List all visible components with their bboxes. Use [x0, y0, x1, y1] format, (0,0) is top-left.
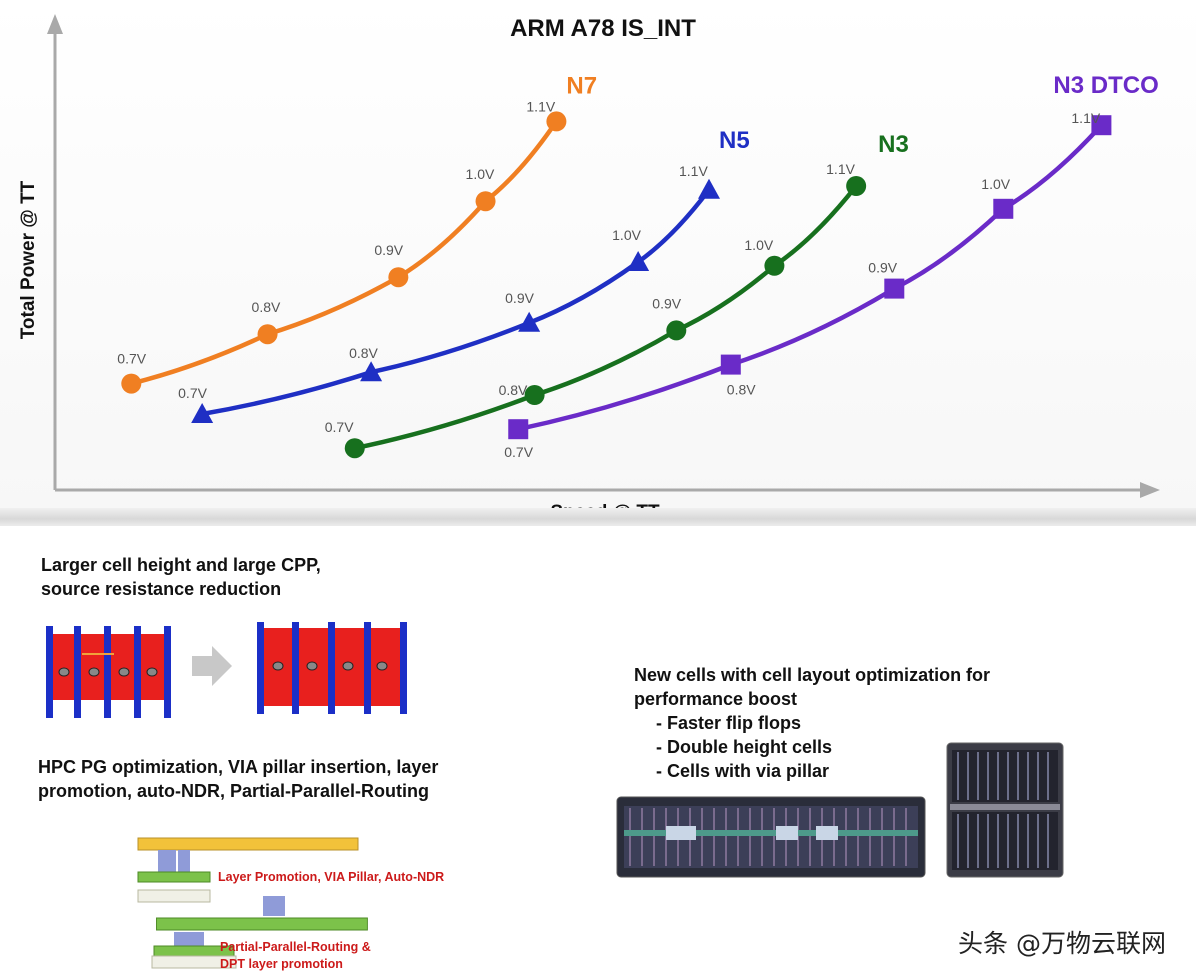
new-cells-title-line-1: New cells with cell layout optimization …: [634, 665, 991, 685]
power-speed-chart: ARM A78 IS_INT Speed @ TT Total Power @ …: [0, 0, 1196, 510]
point-label-1-4: 1.1V: [679, 163, 708, 179]
y-axis-label: Total Power @ TT: [18, 180, 39, 339]
data-point-0-2: [388, 267, 409, 288]
point-label-1-2: 0.9V: [505, 290, 534, 306]
point-label-2-1: 0.8V: [499, 382, 528, 398]
watermark: 头条 @万物云联网: [958, 929, 1166, 958]
data-point-2-4: [846, 176, 867, 196]
x-axis-label: Speed @ TT: [550, 502, 660, 510]
data-point-0-0: [121, 373, 142, 394]
flip-flop-layout-image: [616, 796, 926, 878]
point-label-2-4: 1.1V: [826, 161, 855, 177]
cell-height-diagram: [46, 622, 407, 718]
point-label-0-1: 0.8V: [252, 299, 281, 315]
data-point-3-3: [993, 198, 1014, 219]
cell-height-note: Larger cell height and large CPP, source…: [41, 553, 321, 601]
data-point-0-4: [546, 111, 567, 132]
data-point-0-1: [257, 324, 278, 345]
point-label-2-0: 0.7V: [325, 419, 354, 435]
data-point-2-1: [524, 385, 545, 405]
point-label-1-3: 1.0V: [612, 227, 641, 243]
point-label-0-4: 1.1V: [526, 98, 555, 114]
series-line-2: [354, 184, 858, 451]
point-label-1-0: 0.7V: [178, 385, 207, 401]
data-point-3-2: [884, 278, 905, 299]
y-axis-arrow: [47, 14, 63, 34]
new-cells-item-via-pillar: - Cells with via pillar: [656, 761, 830, 781]
pg-label-partial-routing: Partial-Parallel-Routing &: [220, 940, 371, 954]
data-point-2-3: [764, 255, 785, 276]
series-name-1: N5: [719, 127, 750, 154]
point-label-3-4: 1.1V: [1071, 110, 1100, 126]
data-point-1-0: [191, 403, 214, 423]
data-point-0-3: [475, 191, 496, 212]
point-label-0-2: 0.9V: [374, 242, 403, 258]
data-point-1-2: [518, 311, 541, 332]
series-name-3: N3 DTCO: [1053, 72, 1158, 99]
data-point-2-0: [344, 438, 365, 459]
pg-label-layer-promotion: Layer Promotion, VIA Pillar, Auto-NDR: [218, 870, 445, 884]
new-cells-item-flip-flops: - Faster flip flops: [656, 713, 802, 733]
data-point-3-4: [1091, 115, 1112, 136]
chart-title: ARM A78 IS_INT: [510, 15, 696, 42]
series-layer: 0.7V 0.8V 0.9V 1.0V 1.1V N7 0.7V 0.8V 0.9V 1.0V 1.…: [117, 72, 1158, 460]
top-metal-layer: [137, 837, 359, 851]
point-label-3-0: 0.7V: [504, 444, 533, 460]
data-point-3-1: [720, 354, 741, 375]
series-name-2: N3: [878, 131, 909, 158]
data-point-1-4: [698, 178, 720, 199]
cell-height-note-line-1: Larger cell height and large CPP,: [41, 555, 321, 575]
data-point-1-1: [360, 361, 383, 382]
x-axis-arrow: [1140, 482, 1160, 498]
data-point-1-3: [627, 251, 650, 271]
hpc-note-line-2: promotion, auto-NDR, Partial-Parallel-Ro…: [38, 781, 430, 801]
point-label-2-3: 1.0V: [744, 237, 773, 253]
cell-height-note-line-2: source resistance reduction: [41, 579, 282, 599]
new-cells-note: New cells with cell layout optimization …: [634, 663, 990, 783]
hpc-note-line-1: HPC PG optimization, VIA pillar insertio…: [38, 757, 439, 777]
new-cells-item-double-height: - Double height cells: [656, 737, 833, 757]
pg-label-dpt: DPT layer promotion: [220, 957, 343, 971]
point-label-0-0: 0.7V: [117, 351, 146, 367]
routing-layer: [156, 917, 368, 931]
transition-arrow: [192, 646, 232, 686]
point-label-2-2: 0.9V: [652, 295, 681, 311]
section-divider: [0, 508, 1196, 526]
point-label-3-3: 1.0V: [981, 176, 1010, 192]
new-cells-title-line-2: performance boost: [634, 689, 798, 709]
point-label-1-1: 0.8V: [349, 345, 378, 361]
series-line-3: [517, 123, 1104, 432]
series-name-0: N7: [566, 72, 597, 99]
double-height-cell-image: [946, 742, 1064, 878]
series-line-1: [201, 188, 711, 417]
hpc-note: HPC PG optimization, VIA pillar insertio…: [38, 755, 438, 803]
via-pillar: [263, 896, 285, 916]
data-point-2-2: [666, 320, 687, 341]
chart-background: [0, 0, 1196, 510]
point-label-0-3: 1.0V: [466, 166, 495, 182]
pg-routing-diagram: [137, 837, 368, 969]
point-label-3-1: 0.8V: [727, 382, 756, 398]
data-point-3-0: [508, 419, 529, 440]
point-label-3-2: 0.9V: [868, 260, 897, 276]
